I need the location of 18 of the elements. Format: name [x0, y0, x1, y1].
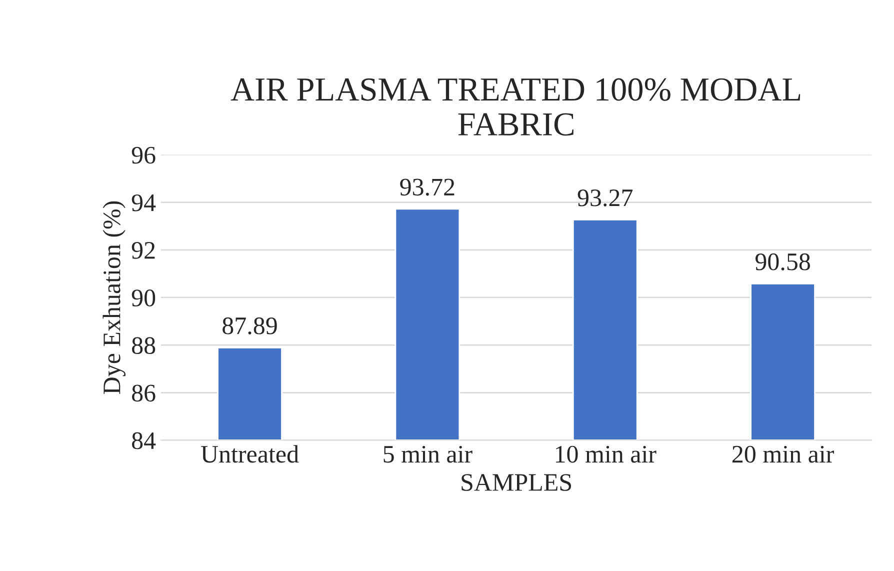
y-tick-label: 96 [132, 146, 156, 164]
chart-title: AIR PLASMA TREATED 100% MODAL FABRIC [230, 78, 800, 136]
y-tick-label: 94 [132, 194, 156, 212]
y-tick-label: 92 [132, 242, 155, 259]
y-tick-label: 90 [132, 290, 156, 306]
x-axis-title: SAMPLES [462, 474, 572, 491]
data-label: 90.58 [755, 253, 810, 270]
x-tick-label: 10 min air [556, 446, 656, 463]
data-label: 87.89 [222, 317, 277, 334]
data-label: 93.72 [400, 178, 454, 196]
y-tick-label: 88 [132, 337, 156, 354]
x-tick-label: 20 min air [732, 446, 834, 463]
x-tick-label: Untreated [201, 445, 299, 463]
y-tick-label: 86 [132, 384, 156, 402]
y-tick-label: 84 [132, 432, 156, 450]
y-axis-title: Dye Exhuation (%) [102, 201, 126, 394]
data-label: 93.27 [578, 189, 633, 206]
x-tick-label: 5 min air [384, 446, 472, 463]
